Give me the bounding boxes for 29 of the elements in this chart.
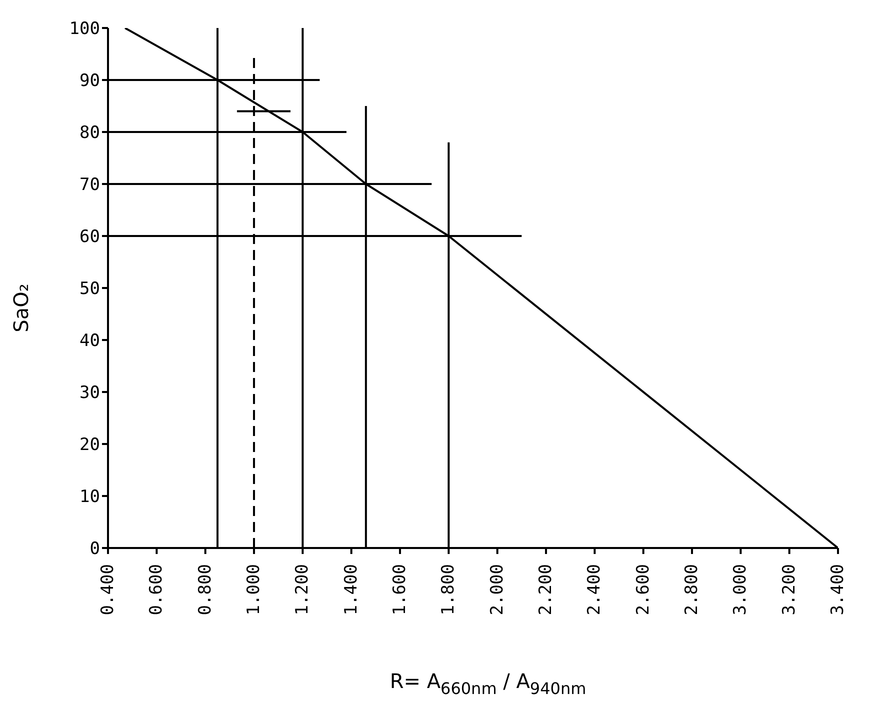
x-tick-label: 1.200 bbox=[292, 564, 313, 616]
x-tick-label: 3.000 bbox=[730, 564, 751, 616]
y-tick-label: 40 bbox=[80, 331, 100, 352]
x-tick-label: 1.600 bbox=[390, 564, 410, 616]
x-axis-title: R= A$_{660nm}$ / A$_{940nm}$ bbox=[390, 669, 586, 698]
y-tick-label: 10 bbox=[80, 487, 100, 508]
y-tick-label: 70 bbox=[80, 175, 100, 196]
y-tick-label: 60 bbox=[80, 227, 100, 248]
y-tick-label: 50 bbox=[80, 279, 100, 300]
x-tick-label: 0.800 bbox=[195, 564, 216, 616]
x-tick-label: 2.400 bbox=[584, 564, 605, 616]
x-tick-label: 2.200 bbox=[536, 564, 556, 616]
y-axis-title: SaO₂ bbox=[9, 284, 33, 332]
x-tick-label: 1.800 bbox=[438, 564, 459, 616]
y-tick-label: 0 bbox=[90, 539, 100, 560]
y-tick-label: 100 bbox=[69, 19, 100, 40]
x-tick-label: 2.600 bbox=[633, 564, 654, 616]
x-tick-label: 3.400 bbox=[828, 564, 848, 616]
y-tick-label: 80 bbox=[80, 123, 100, 144]
x-tick-label: 2.000 bbox=[487, 564, 508, 616]
y-tick-label: 30 bbox=[80, 383, 100, 404]
x-tick-label: 0.400 bbox=[98, 564, 118, 616]
y-tick-label: 90 bbox=[80, 71, 100, 92]
x-tick-label: 1.000 bbox=[244, 564, 264, 616]
x-tick-label: 0.600 bbox=[146, 564, 167, 616]
x-tick-label: 3.200 bbox=[779, 564, 800, 616]
x-tick-label: 2.800 bbox=[682, 564, 702, 616]
y-tick-label: 20 bbox=[80, 435, 100, 456]
x-tick-label: 1.400 bbox=[341, 564, 362, 616]
